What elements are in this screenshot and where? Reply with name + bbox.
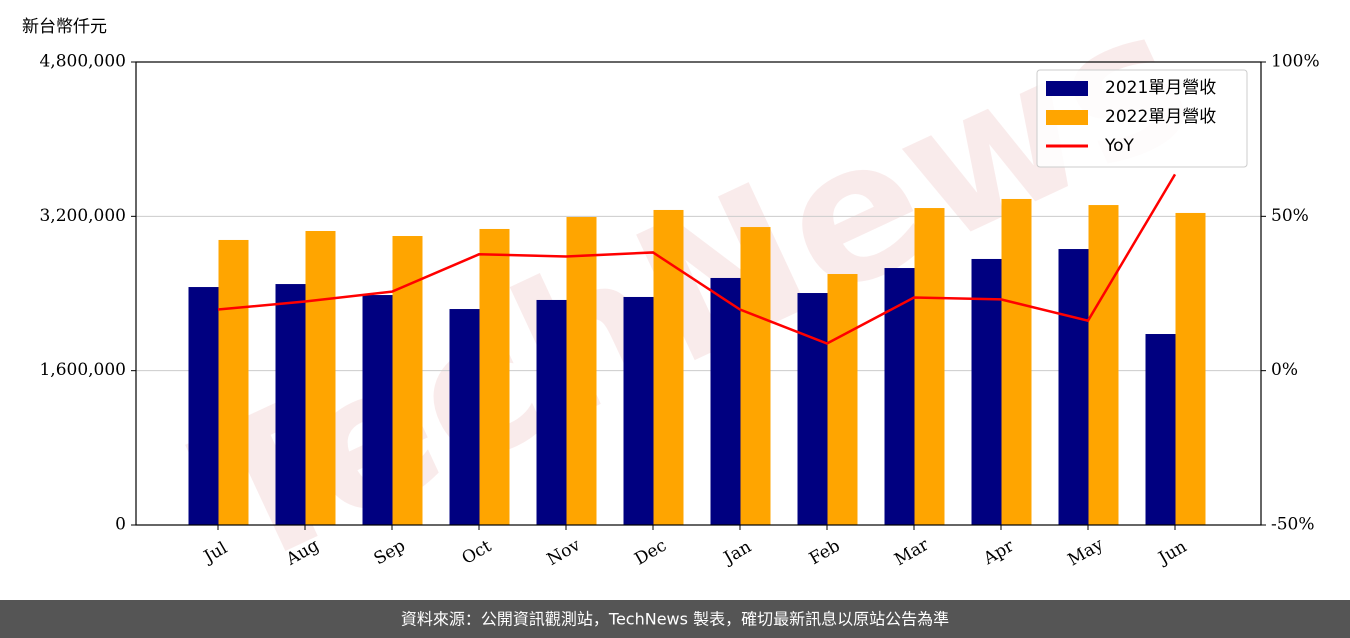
y2-tick-label: 50% (1271, 206, 1309, 226)
legend-box (1036, 69, 1248, 168)
bar (827, 274, 858, 525)
line (217, 173, 1177, 345)
bar (740, 227, 771, 525)
x-tick-label: Feb (806, 536, 844, 569)
plot-frame (135, 61, 1262, 526)
bar (1001, 198, 1032, 526)
legend-label: YoY (1104, 136, 1135, 156)
x-tick-label: Apr (979, 536, 1018, 570)
footer: 資料來源：公開資訊觀測站，TechNews 製表，確切最新訊息以原站公告為準 (401, 610, 949, 629)
bar (710, 277, 741, 525)
y-tick-label: 1,600,000 (39, 360, 126, 380)
bar (566, 217, 597, 525)
bar (188, 287, 219, 525)
x-tick-label: Jun (1154, 537, 1191, 570)
x-tick-label: Mar (891, 535, 933, 571)
y2-tick-label: -50% (1271, 515, 1315, 535)
bar (536, 299, 567, 525)
bar (275, 284, 306, 525)
bar (449, 309, 480, 525)
x-tick-label: Oct (459, 536, 495, 569)
bar (914, 208, 945, 526)
x-tick-label: Nov (544, 535, 584, 570)
footer-bar (0, 600, 1350, 638)
bar (1145, 334, 1176, 525)
y-tick-label: 0 (115, 515, 126, 535)
bar (479, 228, 510, 526)
y-tick-label: 3,200,000 (39, 206, 126, 226)
legend-swatch (1046, 110, 1088, 125)
bar (362, 295, 393, 525)
bar (797, 293, 828, 525)
bar (623, 296, 654, 525)
legend-label: 2021單月營收 (1105, 78, 1216, 98)
y-axis-label: 新台幣仟元 (22, 17, 107, 37)
x-tick-label: Dec (631, 536, 670, 570)
bar (1175, 212, 1206, 526)
legend-swatch (1046, 81, 1088, 96)
bar (1088, 205, 1119, 525)
x-tick-label: May (1065, 534, 1108, 570)
y2-tick-label: 0% (1271, 360, 1298, 380)
x-tick-label: Jan (719, 537, 755, 569)
x-tick-label: Jul (199, 538, 231, 568)
bar (218, 239, 249, 525)
y-tick-label: 4,800,000 (39, 52, 126, 72)
bar (1058, 249, 1089, 525)
bar (305, 230, 336, 525)
bar (971, 258, 1002, 525)
legend-label: 2022單月營收 (1105, 107, 1216, 127)
y2-tick-label: 100% (1271, 52, 1320, 72)
